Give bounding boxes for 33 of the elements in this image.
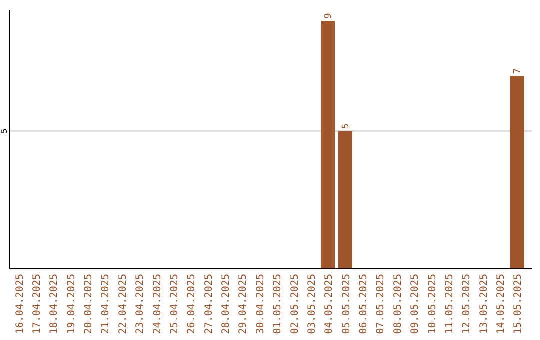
x-tick-label: 24.04.2025 <box>152 274 164 334</box>
x-tick-label: 26.04.2025 <box>186 274 198 334</box>
x-tick-label: 30.04.2025 <box>255 274 266 334</box>
x-tick-label: 22.04.2025 <box>118 274 129 334</box>
x-tick-label: 06.05.2025 <box>358 274 370 334</box>
x-tick-label: 02.05.2025 <box>290 274 301 334</box>
x-tick-label: 03.05.2025 <box>306 274 318 334</box>
x-tick-label: 15.05.2025 <box>513 274 524 334</box>
x-tick-label: 13.05.2025 <box>478 274 490 334</box>
x-tick-label: 12.05.2025 <box>462 274 473 334</box>
data-label: 7 <box>513 68 524 74</box>
x-tick-label: 05.05.2025 <box>341 274 352 334</box>
x-tick-label: 14.05.2025 <box>496 274 508 334</box>
x-tick-label: 01.05.2025 <box>272 274 284 334</box>
x-tick-label: 23.04.2025 <box>135 274 146 334</box>
data-label: 5 <box>341 124 352 130</box>
x-tick-label: 11.05.2025 <box>444 274 456 334</box>
x-tick-label: 09.05.2025 <box>410 274 422 334</box>
x-tick-label: 21.04.2025 <box>100 274 112 334</box>
x-tick-label: 20.04.2025 <box>84 274 95 334</box>
x-tick-label: 27.04.2025 <box>204 274 215 334</box>
x-tick-label: 25.04.2025 <box>169 274 180 334</box>
x-tick-label: 18.04.2025 <box>49 274 60 334</box>
x-tick-label: 17.04.2025 <box>32 274 43 334</box>
x-tick-label: 16.04.2025 <box>14 274 26 334</box>
x-tick-label: 04.05.2025 <box>324 274 336 334</box>
x-tick-label: 29.04.2025 <box>238 274 250 334</box>
x-tick-label: 19.04.2025 <box>66 274 78 334</box>
x-tick-label: 28.04.2025 <box>221 274 232 334</box>
x-tick-label: 07.05.2025 <box>376 274 387 334</box>
x-tick-label: 10.05.2025 <box>427 274 438 334</box>
data-label: 9 <box>324 13 334 20</box>
x-tick-label: 08.05.2025 <box>392 274 404 334</box>
